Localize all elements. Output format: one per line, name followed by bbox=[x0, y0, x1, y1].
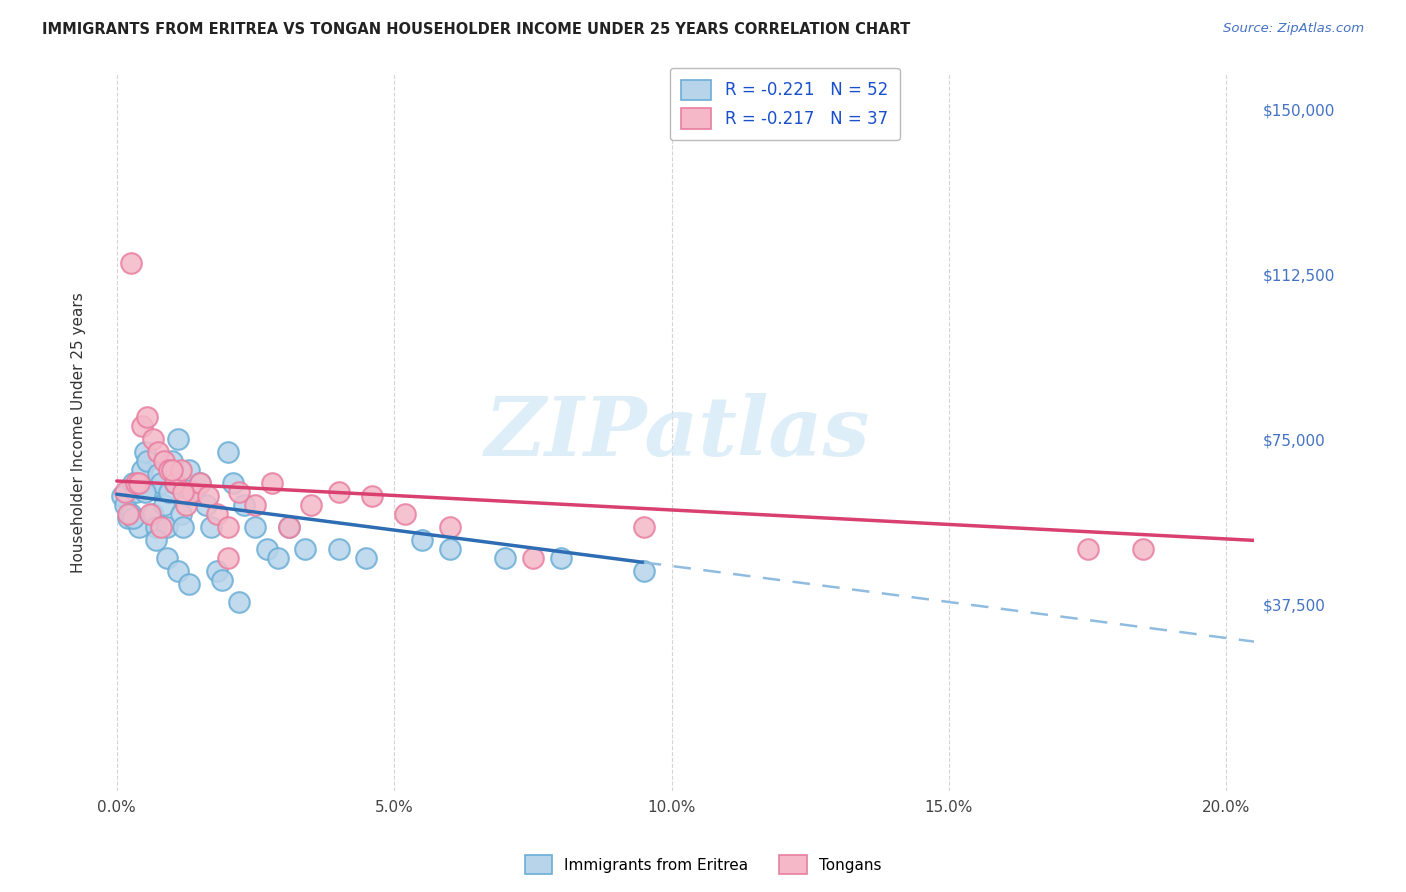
Point bbox=[159, 485, 181, 500]
Point bbox=[117, 507, 139, 521]
Point bbox=[128, 476, 150, 491]
Point bbox=[177, 463, 200, 477]
Point bbox=[266, 551, 288, 566]
Point bbox=[148, 467, 170, 482]
Y-axis label: Householder Income Under 25 years: Householder Income Under 25 years bbox=[72, 293, 86, 573]
Text: Source: ZipAtlas.com: Source: ZipAtlas.com bbox=[1223, 22, 1364, 36]
Point bbox=[120, 256, 142, 270]
Point bbox=[117, 511, 139, 525]
Point bbox=[228, 485, 250, 500]
Point bbox=[1077, 542, 1099, 557]
Point bbox=[328, 542, 350, 557]
Legend: R = -0.221   N = 52, R = -0.217   N = 37: R = -0.221 N = 52, R = -0.217 N = 37 bbox=[669, 68, 900, 140]
Point bbox=[188, 476, 211, 491]
Point bbox=[439, 520, 461, 534]
Point bbox=[411, 533, 433, 548]
Point bbox=[205, 507, 228, 521]
Point bbox=[125, 485, 148, 500]
Point bbox=[145, 533, 167, 548]
Point bbox=[1132, 542, 1154, 557]
Point bbox=[156, 520, 179, 534]
Point bbox=[217, 520, 239, 534]
Point bbox=[522, 551, 544, 566]
Text: ZIPatlas: ZIPatlas bbox=[484, 392, 870, 473]
Point bbox=[150, 520, 173, 534]
Point bbox=[122, 511, 145, 525]
Point bbox=[361, 489, 384, 503]
Point bbox=[134, 485, 156, 500]
Point bbox=[166, 432, 188, 446]
Point bbox=[211, 573, 233, 587]
Point bbox=[633, 564, 655, 578]
Point bbox=[163, 476, 186, 491]
Point bbox=[294, 542, 316, 557]
Point bbox=[222, 476, 245, 491]
Point bbox=[633, 520, 655, 534]
Point bbox=[328, 485, 350, 500]
Point bbox=[256, 542, 278, 557]
Point bbox=[262, 476, 284, 491]
Point bbox=[150, 476, 173, 491]
Point bbox=[228, 595, 250, 609]
Point bbox=[120, 507, 142, 521]
Point bbox=[197, 489, 219, 503]
Point bbox=[163, 476, 186, 491]
Point bbox=[205, 564, 228, 578]
Point bbox=[128, 520, 150, 534]
Point bbox=[114, 498, 136, 512]
Point bbox=[180, 485, 202, 500]
Point bbox=[114, 485, 136, 500]
Point bbox=[356, 551, 378, 566]
Point bbox=[153, 454, 176, 468]
Point bbox=[172, 485, 194, 500]
Point bbox=[183, 485, 205, 500]
Point bbox=[131, 463, 153, 477]
Point bbox=[439, 542, 461, 557]
Point bbox=[233, 498, 256, 512]
Point bbox=[156, 551, 179, 566]
Point bbox=[217, 551, 239, 566]
Point bbox=[148, 445, 170, 459]
Point bbox=[111, 489, 134, 503]
Point bbox=[142, 507, 165, 521]
Point bbox=[162, 463, 184, 477]
Point bbox=[136, 454, 159, 468]
Point bbox=[299, 498, 322, 512]
Point bbox=[277, 520, 299, 534]
Point bbox=[153, 498, 176, 512]
Point bbox=[122, 476, 145, 491]
Point bbox=[174, 498, 197, 512]
Point bbox=[125, 476, 148, 491]
Point bbox=[277, 520, 299, 534]
Point bbox=[169, 463, 191, 477]
Point bbox=[494, 551, 516, 566]
Point bbox=[166, 564, 188, 578]
Point bbox=[194, 498, 217, 512]
Point bbox=[245, 498, 267, 512]
Point bbox=[188, 476, 211, 491]
Point bbox=[177, 577, 200, 591]
Point bbox=[145, 520, 167, 534]
Point bbox=[245, 520, 267, 534]
Point bbox=[394, 507, 416, 521]
Point bbox=[550, 551, 572, 566]
Point bbox=[136, 410, 159, 425]
Point bbox=[200, 520, 222, 534]
Point bbox=[131, 419, 153, 434]
Point bbox=[172, 520, 194, 534]
Point bbox=[162, 454, 184, 468]
Point bbox=[169, 507, 191, 521]
Point bbox=[134, 445, 156, 459]
Point bbox=[217, 445, 239, 459]
Point bbox=[159, 463, 181, 477]
Point bbox=[142, 432, 165, 446]
Legend: Immigrants from Eritrea, Tongans: Immigrants from Eritrea, Tongans bbox=[519, 849, 887, 880]
Text: IMMIGRANTS FROM ERITREA VS TONGAN HOUSEHOLDER INCOME UNDER 25 YEARS CORRELATION : IMMIGRANTS FROM ERITREA VS TONGAN HOUSEH… bbox=[42, 22, 911, 37]
Point bbox=[139, 507, 162, 521]
Point bbox=[139, 481, 162, 495]
